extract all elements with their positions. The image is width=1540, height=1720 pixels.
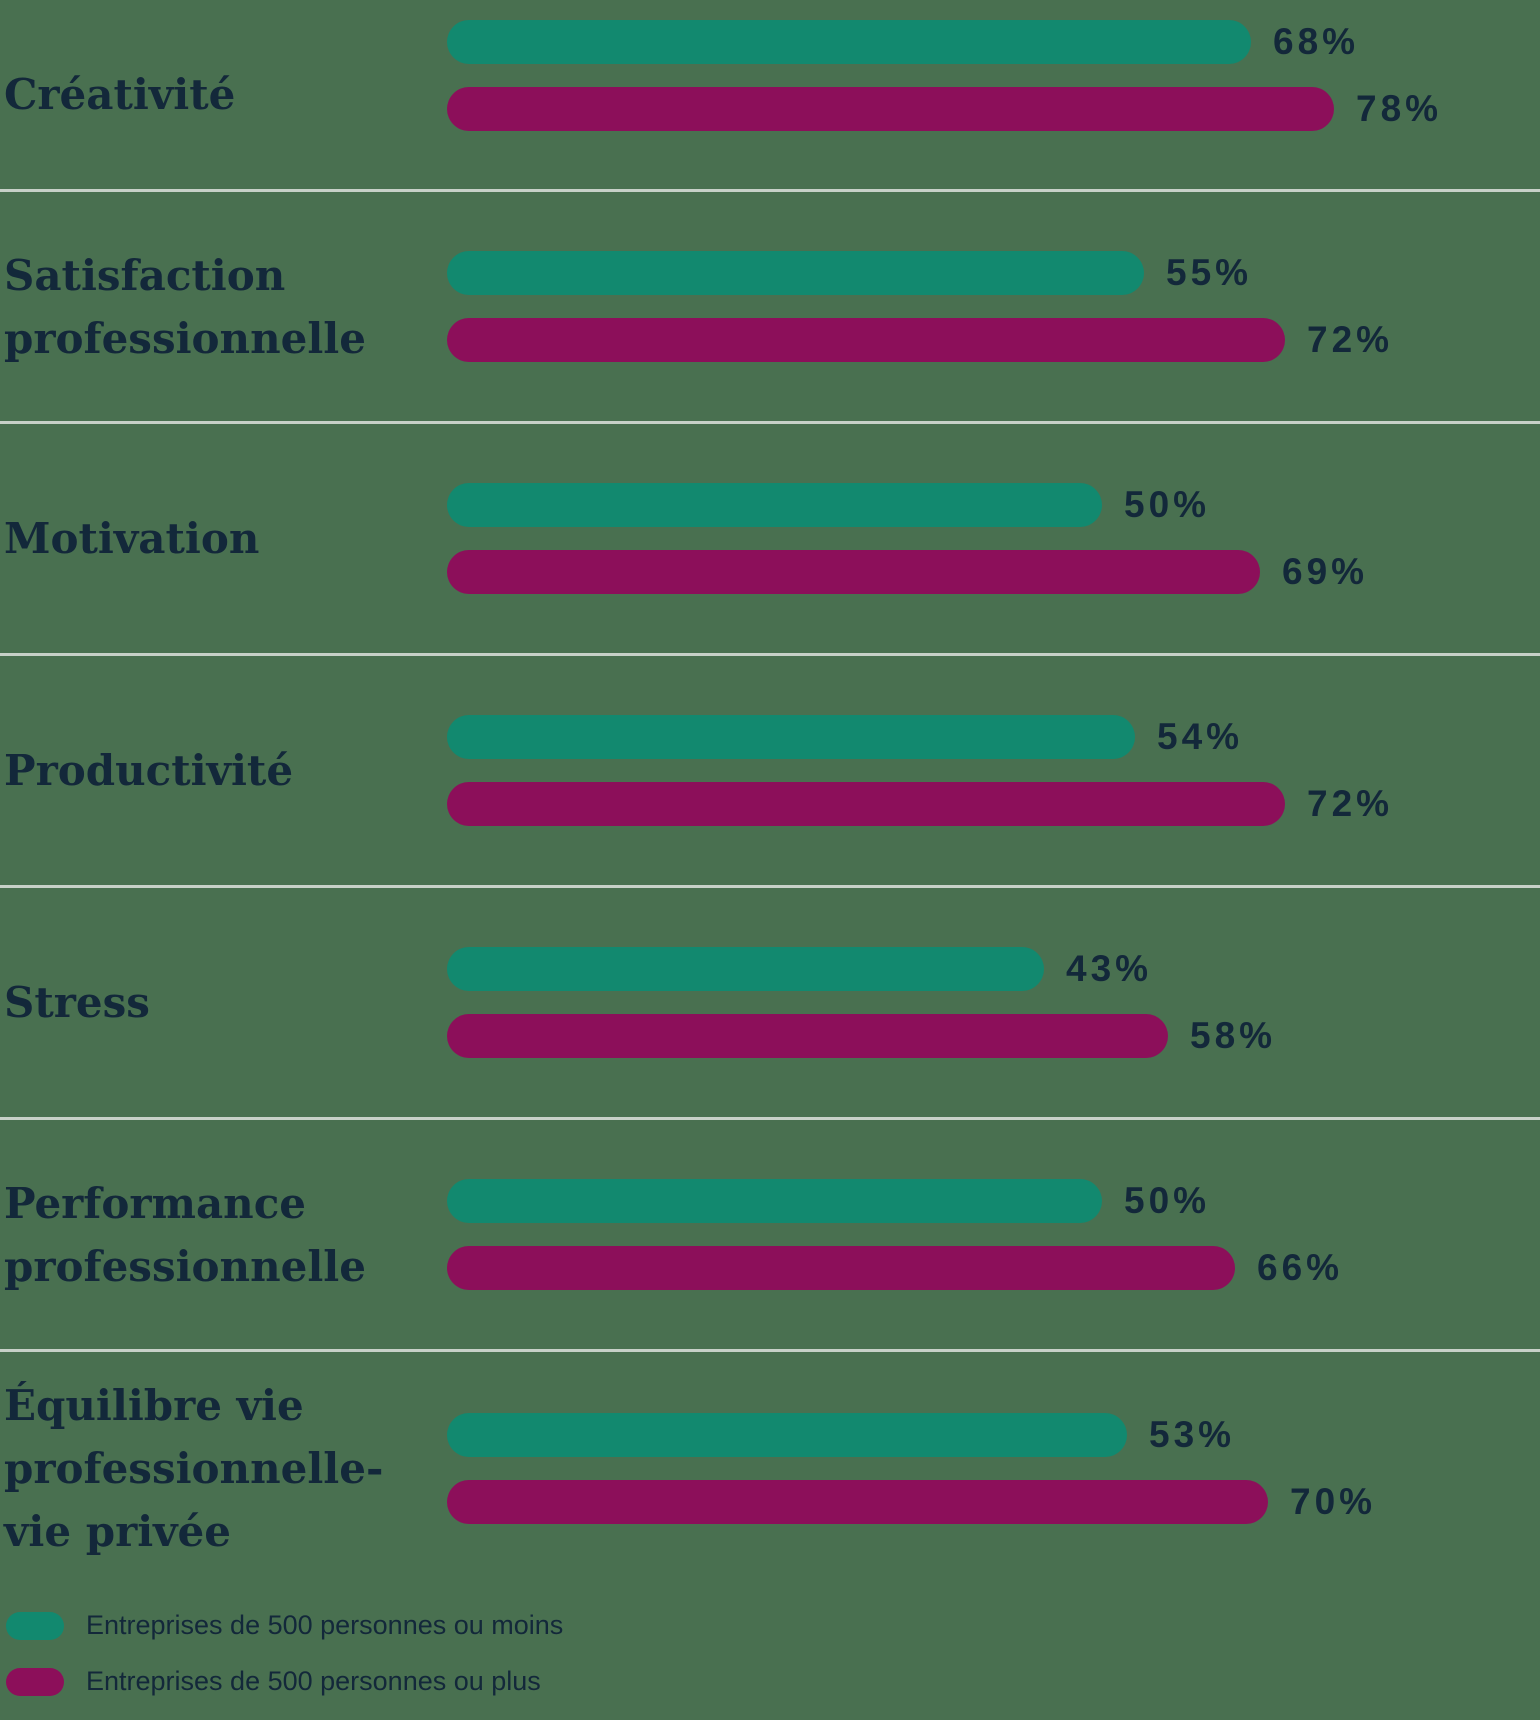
bar-large-companies: [447, 550, 1260, 594]
bar-line-large-companies: 72%: [447, 782, 1540, 826]
legend-item-large-companies: Entreprises de 500 personnes ou plus: [6, 1666, 1540, 1697]
value-label-large-companies: 78%: [1356, 88, 1443, 129]
bar-small-companies: [447, 1412, 1127, 1457]
legend-item-small-companies: Entreprises de 500 personnes ou moins: [6, 1610, 1540, 1641]
value-label-small-companies: 55%: [1166, 252, 1253, 293]
bar-line-small-companies: 50%: [447, 1179, 1540, 1223]
legend-swatch-magenta: [6, 1667, 64, 1696]
bar-line-small-companies: 68%: [447, 20, 1540, 64]
bars-group: 43% 58%: [447, 888, 1540, 1117]
value-label-small-companies: 68%: [1273, 21, 1360, 62]
value-label-large-companies: 58%: [1190, 1015, 1277, 1056]
value-label-small-companies: 50%: [1124, 1180, 1211, 1221]
category-label: Motivation: [4, 514, 260, 563]
bar-small-companies: [447, 20, 1251, 64]
bar-line-small-companies: 53%: [447, 1412, 1540, 1457]
legend-label-large-companies: Entreprises de 500 personnes ou plus: [86, 1666, 541, 1696]
bars-group: 50% 69%: [447, 424, 1540, 653]
bar-large-companies: [447, 318, 1285, 362]
bar-large-companies: [447, 1014, 1168, 1058]
value-label-small-companies: 54%: [1157, 716, 1244, 757]
bars-group: 54% 72%: [447, 656, 1540, 885]
category-row: Motivation 50% 69%: [0, 424, 1540, 656]
category-label: Créativité: [4, 70, 236, 119]
bar-large-companies: [447, 782, 1285, 826]
value-label-large-companies: 66%: [1257, 1247, 1344, 1288]
bar-line-small-companies: 54%: [447, 715, 1540, 759]
bar-line-small-companies: 43%: [447, 947, 1540, 991]
category-row: Satisfaction professionnelle 55% 72%: [0, 192, 1540, 424]
bars-group: 53% 70%: [447, 1352, 1540, 1584]
value-label-large-companies: 72%: [1307, 319, 1394, 360]
chart-legend: Entreprises de 500 personnes ou moins En…: [0, 1584, 1540, 1720]
bars-group: 55% 72%: [447, 192, 1540, 421]
bar-line-large-companies: 69%: [447, 550, 1540, 594]
value-label-large-companies: 70%: [1290, 1480, 1377, 1522]
bar-line-large-companies: 58%: [447, 1014, 1540, 1058]
value-label-small-companies: 43%: [1066, 948, 1153, 989]
value-label-small-companies: 50%: [1124, 484, 1211, 525]
bars-group: 68% 78%: [447, 0, 1540, 189]
legend-label-small-companies: Entreprises de 500 personnes ou moins: [86, 1610, 564, 1640]
category-label: Satisfaction professionnelle: [4, 250, 366, 363]
bar-small-companies: [447, 715, 1135, 759]
category-label: Équilibre vie professionnelle-vie privée: [4, 1380, 384, 1556]
category-label: Performance professionnelle: [4, 1178, 366, 1291]
bar-small-companies: [447, 947, 1044, 991]
bar-large-companies: [447, 1246, 1235, 1290]
category-row: Performance professionnelle 50% 66%: [0, 1120, 1540, 1352]
bar-line-large-companies: 78%: [447, 87, 1540, 131]
value-label-large-companies: 72%: [1307, 783, 1394, 824]
category-row: Créativité 68% 78%: [0, 0, 1540, 192]
bar-line-large-companies: 72%: [447, 318, 1540, 362]
category-row: Productivité 54% 72%: [0, 656, 1540, 888]
bar-small-companies: [447, 483, 1102, 527]
bar-line-large-companies: 70%: [447, 1479, 1540, 1524]
legend-swatch-teal: [6, 1611, 64, 1640]
bar-line-large-companies: 66%: [447, 1246, 1540, 1290]
bar-small-companies: [447, 1179, 1102, 1223]
value-label-large-companies: 69%: [1282, 551, 1369, 592]
value-label-small-companies: 53%: [1149, 1413, 1236, 1455]
bar-line-small-companies: 55%: [447, 251, 1540, 295]
bar-large-companies: [447, 1479, 1268, 1524]
bar-large-companies: [447, 87, 1334, 131]
category-label: Stress: [4, 978, 150, 1027]
category-row: Équilibre vie professionnelle-vie privée…: [0, 1352, 1540, 1584]
bars-group: 50% 66%: [447, 1120, 1540, 1349]
category-label: Productivité: [4, 746, 294, 795]
bar-line-small-companies: 50%: [447, 483, 1540, 527]
category-row: Stress 43% 58%: [0, 888, 1540, 1120]
bar-small-companies: [447, 251, 1144, 295]
